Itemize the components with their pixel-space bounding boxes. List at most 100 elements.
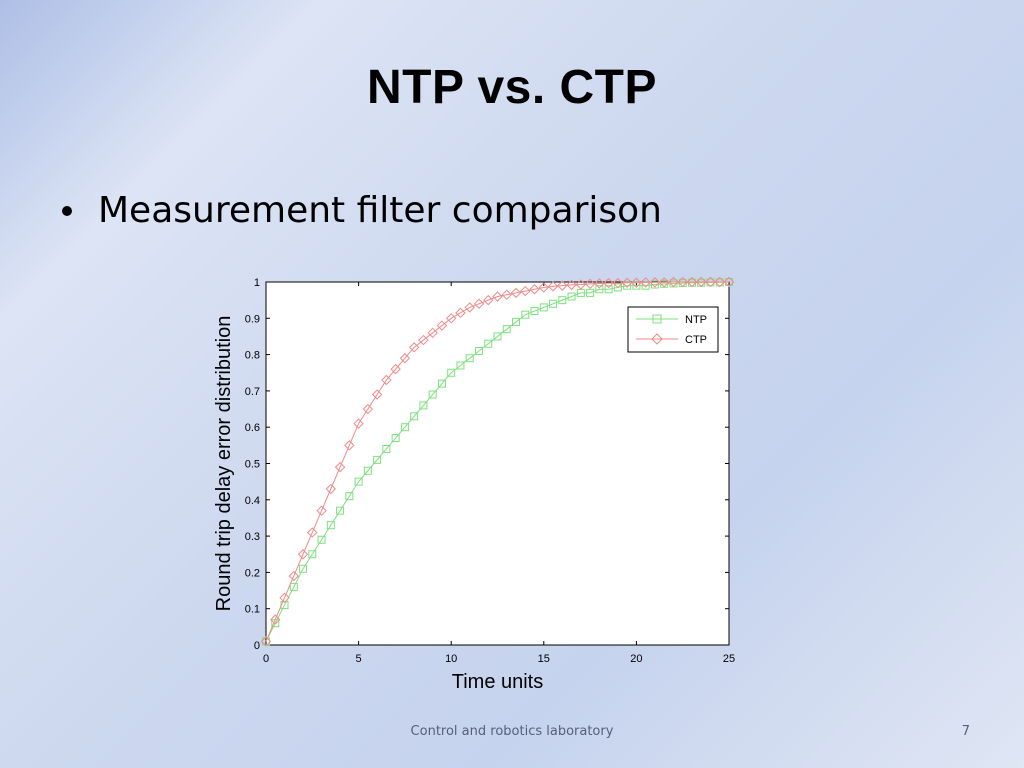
data-point-ntp (595, 285, 604, 294)
data-point-ctp (270, 614, 281, 625)
data-point-ctp (594, 278, 605, 289)
x-tick-label: 0 (263, 653, 269, 665)
data-point-ctp (714, 276, 725, 288)
data-point-ctp (547, 281, 559, 292)
bullet-text: Measurement filter comparison (98, 190, 662, 231)
data-point-ctp (621, 277, 633, 288)
legend-box (627, 306, 719, 353)
data-point-ctp (381, 374, 392, 386)
data-point-ntp (382, 444, 391, 453)
x-tick-label: 5 (356, 653, 362, 665)
data-point-ntp (336, 506, 345, 515)
data-point-ntp (474, 346, 483, 355)
data-point-ctp (510, 287, 522, 299)
y-tick-label: 0.4 (245, 495, 260, 507)
y-tick-label: 0.1 (245, 604, 260, 616)
data-point-ntp (289, 582, 298, 591)
data-point-ctp (418, 334, 429, 346)
series-line-ctp (265, 281, 729, 642)
data-point-ctp (696, 276, 707, 288)
data-point-ctp (686, 276, 698, 288)
bullet-dot-icon (62, 205, 72, 216)
data-point-ctp (344, 440, 355, 451)
y-tick-label: 0.5 (245, 459, 260, 471)
data-point-ntp (437, 379, 446, 388)
data-point-ctp (390, 363, 401, 375)
data-point-ctp (445, 313, 457, 324)
y-tick-label: 0 (254, 640, 260, 652)
y-axis-label: Round trip delay error distribution (213, 316, 235, 612)
data-point-ntp (530, 307, 539, 316)
data-point-ctp (584, 278, 596, 290)
data-point-ctp (316, 505, 327, 516)
data-point-ntp (317, 535, 326, 544)
data-point-ctp (612, 277, 624, 289)
y-tick-label: 1 (254, 277, 260, 289)
data-point-ntp (604, 285, 613, 294)
x-tick-label: 15 (538, 653, 550, 665)
data-point-ntp (493, 332, 502, 341)
data-point-ctp (631, 277, 642, 288)
y-tick-label: 0.7 (245, 386, 260, 398)
data-point-ctp (557, 280, 568, 291)
data-point-ntp (373, 455, 382, 464)
legend-label-ntp: NTP (685, 314, 707, 326)
data-point-ntp (410, 412, 419, 421)
data-point-ctp (325, 483, 337, 495)
data-point-ctp (371, 389, 383, 400)
legend-marker-ctp (651, 333, 663, 345)
data-point-ctp (473, 298, 485, 309)
data-point-ctp (399, 353, 411, 364)
data-point-ntp (484, 339, 493, 348)
data-point-ctp (279, 592, 290, 604)
data-point-ntp (363, 466, 372, 475)
data-point-ntp (521, 310, 530, 319)
data-point-ctp (566, 279, 577, 291)
data-point-ntp (586, 288, 595, 297)
data-point-ctp (603, 277, 614, 289)
legend-label-ctp: CTP (685, 334, 707, 346)
data-point-ntp (512, 317, 521, 326)
data-point-ntp (447, 368, 456, 377)
data-point-ntp (650, 280, 659, 289)
data-point-ctp (427, 327, 438, 339)
x-tick-label: 20 (630, 653, 642, 665)
page-number: 7 (961, 724, 970, 739)
data-point-ctp (483, 294, 494, 306)
data-point-ntp (354, 477, 363, 486)
data-point-ctp (520, 285, 531, 297)
data-point-ctp (288, 570, 299, 582)
data-point-ntp (391, 434, 400, 443)
data-point-ntp (549, 299, 558, 308)
data-point-ntp (345, 492, 354, 501)
bullet-item: Measurement filter comparison (62, 190, 662, 231)
data-point-ntp (262, 637, 270, 646)
legend: NTP CTP (627, 306, 719, 353)
data-point-ctp (464, 302, 475, 313)
data-point-ctp (492, 291, 503, 302)
data-point-ctp (353, 418, 364, 429)
footer-text: Control and robotics laboratory (410, 724, 614, 739)
data-point-ntp (623, 281, 632, 290)
data-point-ntp (539, 303, 548, 312)
data-point-ntp (502, 325, 511, 334)
data-point-ctp (677, 276, 688, 288)
slide-title: NTP vs. CTP (366, 61, 658, 114)
x-axis-label: Time units (452, 671, 544, 693)
data-point-ntp (465, 354, 474, 363)
data-point-ctp (640, 277, 651, 288)
data-point-ctp (575, 279, 587, 290)
y-tick-label: 0.2 (245, 567, 260, 579)
data-point-ctp (668, 276, 679, 288)
data-point-ctp (436, 320, 448, 331)
data-point-ntp (567, 292, 576, 301)
data-point-ctp (334, 461, 346, 473)
data-point-ntp (456, 361, 465, 370)
y-tick-label: 0.3 (245, 531, 260, 543)
data-point-ntp (400, 423, 409, 432)
data-point-ctp (362, 403, 374, 415)
y-tick-label: 0.8 (245, 350, 260, 362)
data-point-ctp (501, 289, 512, 300)
data-point-ctp (658, 277, 670, 288)
data-point-ctp (538, 282, 550, 293)
